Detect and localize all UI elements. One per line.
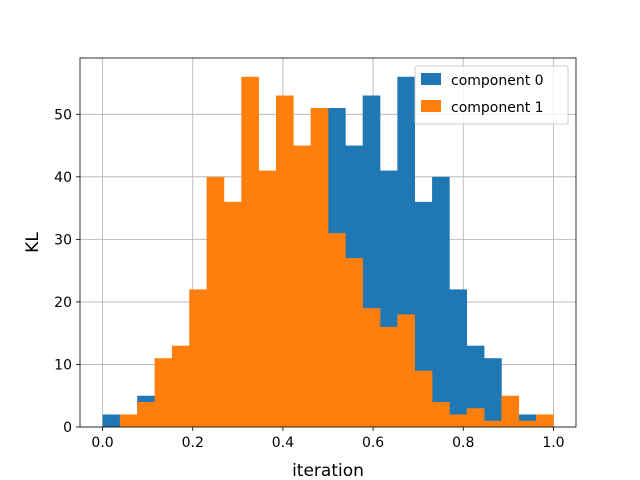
plot-frame [79, 57, 577, 428]
bar-series-1 [345, 258, 363, 427]
ticks: 0.0 0.2 0.4 0.6 0.8 1.0 0 10 20 30 40 50 [54, 107, 564, 451]
y-tick-label: 30 [54, 232, 72, 248]
bar-series-1 [518, 420, 537, 427]
legend-label-component-1: component 1 [451, 100, 544, 116]
x-axis-label: iteration [292, 461, 364, 480]
bar-series-1 [223, 201, 242, 427]
bar-series-1 [154, 358, 173, 427]
x-tick-label: 1.0 [542, 435, 564, 451]
bar-series-1 [293, 145, 311, 427]
bar-series-1 [501, 395, 520, 427]
bar-series-1 [119, 414, 138, 427]
bar-series-1 [484, 420, 502, 427]
x-tick-label: 0.8 [452, 435, 474, 451]
bar-series-1 [241, 76, 259, 428]
y-tick-label: 50 [54, 107, 72, 123]
bar-series-1 [397, 314, 416, 427]
bar-series-1 [258, 170, 277, 427]
legend-swatch-component-0 [421, 73, 441, 85]
y-tick-label: 40 [54, 170, 72, 186]
bar-series-1 [449, 414, 468, 427]
bar-series-1 [137, 401, 155, 427]
y-tick-label: 20 [54, 295, 72, 311]
x-tick-label: 0.6 [362, 435, 384, 451]
legend: component 0 component 1 [414, 65, 569, 125]
x-tick-label: 0.0 [91, 435, 113, 451]
y-tick-label: 10 [54, 357, 72, 373]
bar-series-1 [432, 401, 450, 427]
x-tick-label: 0.4 [272, 435, 294, 451]
bar-series-1 [380, 326, 398, 427]
bar-series-1 [466, 408, 485, 427]
bar-series-0 [484, 358, 502, 427]
bar-series-1 [275, 95, 294, 427]
bars [102, 76, 554, 428]
bar-series-1 [414, 370, 433, 427]
bar-series-0 [102, 414, 121, 427]
y-tick-label: 0 [63, 420, 72, 436]
bar-series-1 [536, 414, 554, 427]
bar-series-1 [362, 308, 381, 427]
bar-series-0 [449, 289, 468, 427]
bar-series-1 [189, 289, 207, 427]
legend-label-component-0: component 0 [451, 73, 544, 89]
bar-series-1 [206, 176, 225, 427]
bar-series-1 [171, 345, 190, 427]
bar-series-1 [328, 233, 346, 427]
legend-box [414, 65, 569, 125]
legend-swatch-component-1 [421, 100, 441, 112]
y-axis-label: KL [23, 232, 43, 253]
x-tick-label: 0.2 [182, 435, 204, 451]
bar-series-1 [310, 108, 329, 427]
bar-series-0 [432, 176, 450, 427]
bar-series-0 [466, 345, 485, 427]
